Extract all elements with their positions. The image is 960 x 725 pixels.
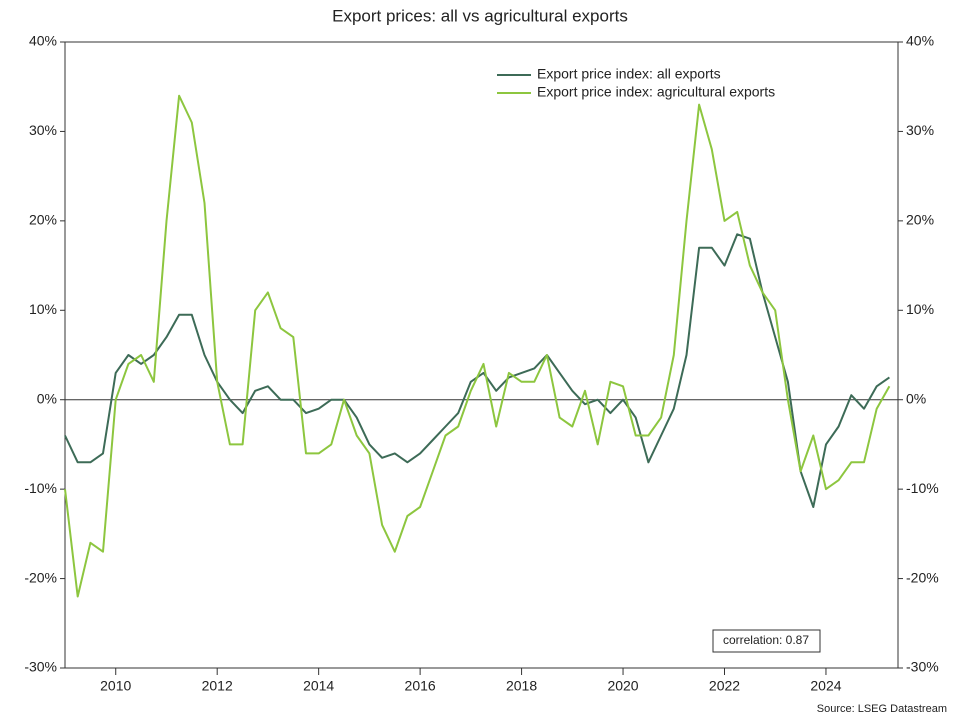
y-tick-label: 0% <box>37 390 57 406</box>
series-line <box>64 94 891 598</box>
y2-tick-label: -10% <box>906 480 939 496</box>
y-tick-label: 40% <box>29 33 57 49</box>
y-tick-label: -10% <box>24 480 57 496</box>
y2-tick-label: -20% <box>906 569 939 585</box>
y-tick-label: -30% <box>24 659 57 675</box>
legend-label: Export price index: all exports <box>537 66 721 82</box>
y2-tick-label: 10% <box>906 301 934 317</box>
chart-title: Export prices: all vs agricultural expor… <box>332 6 628 25</box>
plot-frame <box>64 41 899 669</box>
x-tick-label: 2010 <box>100 678 131 694</box>
y2-tick-label: -30% <box>906 659 939 675</box>
annotation-box <box>712 629 821 653</box>
y-tick-label: 10% <box>29 301 57 317</box>
y2-tick-label: 30% <box>906 122 934 138</box>
x-tick-label: 2020 <box>607 678 638 694</box>
x-tick-label: 2024 <box>810 678 841 694</box>
legend-label: Export price index: agricultural exports <box>537 84 775 100</box>
x-tick-label: 2018 <box>506 678 537 694</box>
y2-tick-label: 20% <box>906 212 934 228</box>
y-tick-label: -20% <box>24 569 57 585</box>
y2-tick-label: 0% <box>906 390 926 406</box>
y-tick-label: 20% <box>29 212 57 228</box>
y-tick-label: 30% <box>29 122 57 138</box>
x-tick-label: 2014 <box>303 678 334 694</box>
y2-tick-label: 40% <box>906 33 934 49</box>
series-line <box>64 233 890 508</box>
x-tick-label: 2022 <box>709 678 740 694</box>
source: Source: LSEG Datastream <box>817 703 947 715</box>
x-tick-label: 2016 <box>405 678 436 694</box>
annotation: correlation: 0.87 <box>723 633 809 647</box>
x-tick-label: 2012 <box>202 678 233 694</box>
